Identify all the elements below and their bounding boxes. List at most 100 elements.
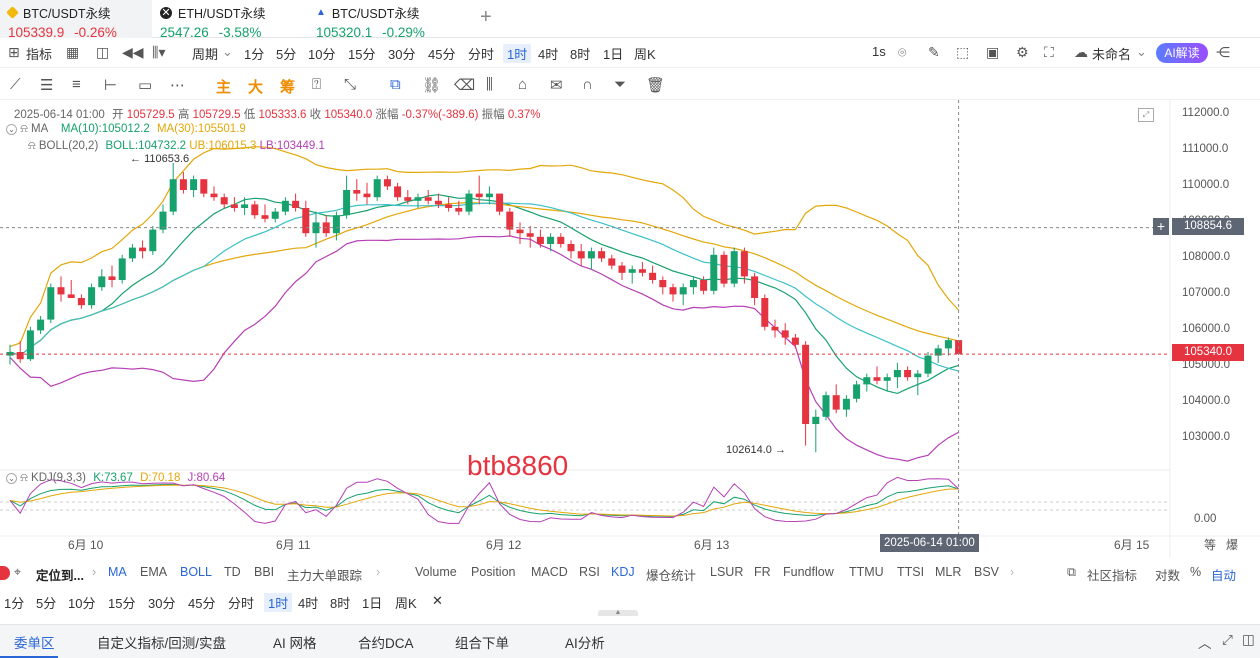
chevron-down-icon[interactable]: ⌄: [222, 44, 233, 59]
indicator-button[interactable]: 指标: [26, 47, 53, 62]
period-option[interactable]: 1时: [264, 593, 293, 612]
collapse-handle[interactable]: ▲: [598, 609, 638, 616]
fullscreen-icon[interactable]: ⛶: [1044, 44, 1054, 60]
interval-10m[interactable]: 10分: [308, 47, 336, 62]
log-scale-toggle[interactable]: 对数: [1155, 569, 1181, 583]
add-tab-button[interactable]: +: [480, 6, 492, 28]
chevron-right-icon[interactable]: ›: [376, 565, 381, 579]
chevron-right-icon[interactable]: ›: [92, 565, 97, 579]
notification-icon[interactable]: [0, 566, 10, 580]
indicator-ttmu[interactable]: TTMU: [849, 565, 884, 579]
trash-icon[interactable]: 🗑: [646, 77, 666, 94]
log-toggle-label[interactable]: 爆: [1226, 538, 1239, 552]
chevron-right-icon[interactable]: ›: [1010, 565, 1015, 579]
big-order-button[interactable]: 大: [248, 79, 264, 96]
close-icon[interactable]: ✕: [160, 6, 172, 19]
indicator-boll[interactable]: BOLL: [180, 565, 212, 579]
horizontal-lines-icon[interactable]: ☰: [40, 77, 54, 94]
parallel-channel-icon[interactable]: ≡: [72, 76, 81, 93]
indicator-fr[interactable]: FR: [754, 565, 771, 579]
bell-icon[interactable]: ⍾: [20, 123, 28, 135]
tab-btc-usdt-perp-2[interactable]: ▲ BTC/USDT永续 105320.1 -0.29%: [308, 0, 468, 40]
candle-type-icon[interactable]: ⫼▾: [152, 44, 166, 60]
indicator-td[interactable]: TD: [224, 565, 241, 579]
tab-custom-indicator[interactable]: 自定义指标/回测/实盘: [97, 636, 227, 651]
indicator-bbi[interactable]: BBI: [254, 565, 275, 579]
interval-4h[interactable]: 4时: [538, 47, 559, 62]
indicator-position[interactable]: Position: [471, 565, 516, 579]
interval-1d[interactable]: 1日: [603, 47, 624, 62]
period-option[interactable]: 4时: [298, 596, 319, 611]
interval-30m[interactable]: 30分: [388, 47, 416, 62]
split-icon[interactable]: ◫: [1242, 632, 1255, 647]
chevron-down-icon[interactable]: ⌄: [1136, 44, 1147, 59]
tab-ai-analysis[interactable]: AI分析: [565, 636, 605, 651]
indicator-lsur[interactable]: LSUR: [710, 565, 744, 579]
rewind-icon[interactable]: ◀◀: [122, 44, 144, 60]
chart-area[interactable]: 2025-06-14 01:00 开 105729.5 高 105729.5 低…: [0, 100, 1260, 558]
chevron-up-icon[interactable]: ︿: [1198, 636, 1212, 651]
period-option[interactable]: 1分: [4, 596, 25, 611]
share-icon[interactable]: ⋲: [1216, 44, 1230, 60]
tab-ai-grid[interactable]: AI 网格: [273, 636, 317, 651]
interval-15m[interactable]: 15分: [348, 47, 376, 62]
tab-orders[interactable]: 委单区: [14, 636, 55, 651]
community-icon[interactable]: ⧉: [1067, 565, 1076, 579]
indicator-mlr[interactable]: MLR: [935, 565, 962, 579]
layout-icon[interactable]: ◫: [96, 44, 110, 60]
magnet-icon[interactable]: ∩: [582, 76, 593, 93]
indicator-主力大单跟踪[interactable]: 主力大单跟踪: [287, 569, 363, 583]
lock-icon[interactable]: ⌂: [518, 76, 528, 93]
filter-icon[interactable]: ⏷: [614, 76, 627, 93]
indicator-ttsi[interactable]: TTSI: [897, 565, 925, 579]
period-option[interactable]: 1日: [362, 596, 383, 611]
cloud-icon[interactable]: ☁: [1074, 44, 1088, 60]
crop-icon[interactable]: ⬚: [956, 44, 970, 60]
chip-distribution-button[interactable]: 筹: [280, 79, 296, 96]
indicator-kdj[interactable]: KDJ: [611, 565, 635, 579]
trendline-icon[interactable]: ⟋: [10, 76, 21, 93]
gear-icon[interactable]: ⚙: [1016, 44, 1029, 60]
candlestick-chart[interactable]: [0, 100, 1260, 558]
period-option[interactable]: 8时: [330, 596, 351, 611]
measure-icon[interactable]: ⤡: [344, 76, 357, 93]
tab-combo-order[interactable]: 组合下单: [455, 636, 509, 651]
ma-legend[interactable]: ⌄ ⍾ MA MA(10):105012.2 MA(30):105501.9: [6, 123, 246, 136]
indicator-fundflow[interactable]: Fundflow: [783, 565, 834, 579]
speed-label[interactable]: 1s: [872, 44, 886, 59]
bell-icon[interactable]: ⍾: [20, 472, 28, 484]
indicator-ema[interactable]: EMA: [140, 565, 168, 579]
link-icon[interactable]: ⛓: [422, 77, 442, 94]
candles-icon[interactable]: ⫼: [486, 76, 493, 93]
interval-week[interactable]: 周K: [634, 47, 656, 62]
tab-eth-usdt-perp[interactable]: ✕ ETH/USDT永续 2547.26 -3.58%: [152, 0, 304, 40]
interval-8h[interactable]: 8时: [570, 47, 591, 62]
indicator-bsv[interactable]: BSV: [974, 565, 1000, 579]
copy-icon[interactable]: ⧉: [390, 76, 401, 93]
maximize-icon[interactable]: ⤢: [1222, 632, 1233, 647]
rectangle-icon[interactable]: ▭: [138, 77, 153, 94]
eye-icon[interactable]: ⌄: [6, 124, 17, 135]
kdj-legend[interactable]: ⌄ ⍾ KDJ(9,3,3) K:73.67 D:70.18 J:80.64: [6, 472, 225, 485]
horizontal-ray-icon[interactable]: ⊢: [104, 77, 118, 94]
eraser-icon[interactable]: ⌫: [454, 77, 476, 94]
percent-toggle[interactable]: %: [1190, 565, 1202, 579]
period-option[interactable]: 5分: [36, 596, 57, 611]
grid-icon[interactable]: ▦: [66, 44, 80, 60]
period-option[interactable]: 15分: [108, 596, 136, 611]
locate-button[interactable]: 定位到...: [36, 569, 84, 583]
layout-name[interactable]: 未命名: [1092, 47, 1132, 62]
interval-timeline[interactable]: 分时: [468, 47, 495, 62]
eye-icon[interactable]: ⌄: [6, 473, 17, 484]
expand-icon[interactable]: ⤢: [1138, 108, 1154, 122]
period-option[interactable]: 10分: [68, 596, 96, 611]
period-dropdown[interactable]: 周期: [192, 47, 219, 62]
auto-fit-label[interactable]: 等: [1204, 538, 1217, 552]
indicator-ma[interactable]: MA: [108, 565, 127, 579]
indicator-icon[interactable]: ⊞: [8, 44, 20, 60]
close-icon[interactable]: ✕: [432, 593, 443, 608]
pen-icon[interactable]: ✎: [928, 44, 940, 60]
tab-btc-usdt-perp[interactable]: BTC/USDT永续 105339.9 -0.26%: [0, 0, 152, 40]
period-option[interactable]: 分时: [228, 596, 255, 611]
save-icon[interactable]: ▣: [986, 44, 1000, 60]
